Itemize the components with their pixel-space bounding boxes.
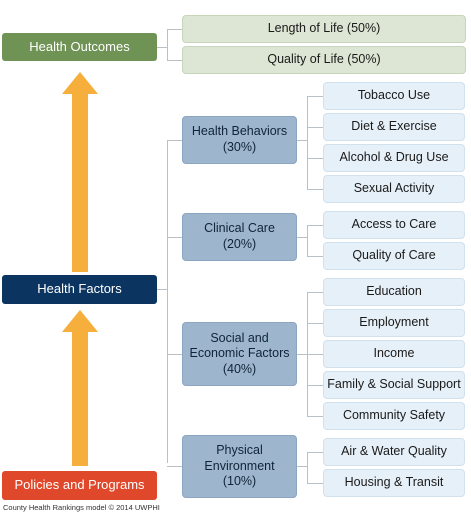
- category-health-behaviors: Health Behaviors (30%): [182, 116, 297, 164]
- factor-housing-transit: Housing & Transit: [323, 469, 465, 497]
- connector: [307, 452, 308, 484]
- up-arrow-icon: [62, 72, 98, 272]
- connector: [307, 225, 308, 257]
- connector: [167, 29, 182, 30]
- connector: [157, 289, 167, 290]
- connector: [297, 237, 307, 238]
- connector: [157, 47, 167, 48]
- category-label: Social and: [210, 330, 269, 345]
- connector: [167, 60, 182, 61]
- connector: [297, 466, 307, 467]
- factor-air-water-quality: Air & Water Quality: [323, 438, 465, 466]
- factor-access-to-care: Access to Care: [323, 211, 465, 239]
- category-label: Health Behaviors: [191, 124, 288, 139]
- connector: [307, 96, 323, 97]
- health-outcomes-box: Health Outcomes: [2, 33, 157, 61]
- connector: [167, 237, 182, 238]
- category-label: Environment: [204, 458, 275, 473]
- outcome-quality-of-life: Quality of Life (50%): [182, 46, 466, 74]
- factor-income: Income: [323, 340, 465, 368]
- connector: [167, 140, 168, 463]
- category-physical-environment: Physical Environment (10%): [182, 435, 297, 498]
- connector: [167, 466, 182, 467]
- connector: [167, 140, 182, 141]
- connector: [167, 29, 168, 61]
- factor-community-safety: Community Safety: [323, 402, 465, 430]
- connector: [307, 189, 323, 190]
- connector: [307, 127, 323, 128]
- category-weight: (40%): [222, 361, 257, 376]
- factor-sexual-activity: Sexual Activity: [323, 175, 465, 203]
- factor-family-social-support: Family & Social Support: [323, 371, 465, 399]
- category-social-economic: Social and Economic Factors (40%): [182, 322, 297, 386]
- connector: [307, 385, 323, 386]
- category-clinical-care: Clinical Care (20%): [182, 213, 297, 261]
- credit-text: County Health Rankings model © 2014 UWPH…: [3, 503, 160, 512]
- factor-quality-of-care: Quality of Care: [323, 242, 465, 270]
- connector: [307, 96, 308, 189]
- category-weight: (20%): [222, 237, 257, 251]
- up-arrow-icon: [62, 310, 98, 466]
- outcome-length-of-life: Length of Life (50%): [182, 15, 466, 43]
- connector: [307, 416, 323, 417]
- category-weight: (30%): [222, 140, 257, 154]
- connector: [167, 354, 182, 355]
- connector: [307, 354, 323, 355]
- factor-employment: Employment: [323, 309, 465, 337]
- connector: [307, 256, 323, 257]
- connector: [307, 158, 323, 159]
- connector: [297, 354, 307, 355]
- health-factors-box: Health Factors: [2, 275, 157, 304]
- category-label: Clinical Care: [204, 221, 275, 236]
- policies-programs-box: Policies and Programs: [2, 471, 157, 500]
- factor-tobacco-use: Tobacco Use: [323, 82, 465, 110]
- connector: [307, 452, 323, 453]
- connector: [307, 225, 323, 226]
- connector: [307, 323, 323, 324]
- connector: [307, 292, 323, 293]
- category-label: Physical: [216, 443, 263, 458]
- category-weight: (10%): [222, 474, 257, 489]
- category-label: Economic Factors: [189, 346, 290, 361]
- factor-alcohol-drug-use: Alcohol & Drug Use: [323, 144, 465, 172]
- connector: [297, 140, 307, 141]
- factor-education: Education: [323, 278, 465, 306]
- factor-diet-exercise: Diet & Exercise: [323, 113, 465, 141]
- connector: [307, 483, 323, 484]
